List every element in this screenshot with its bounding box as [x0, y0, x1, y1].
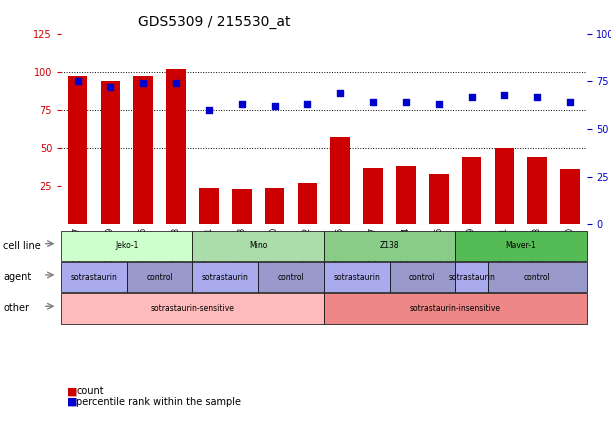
Bar	[462, 157, 481, 224]
Bar	[527, 157, 547, 224]
Text: agent: agent	[3, 272, 31, 282]
Bar	[166, 69, 186, 224]
Bar	[265, 188, 284, 224]
Point	[138, 80, 148, 87]
Bar	[100, 81, 120, 224]
Text: Maver-1: Maver-1	[505, 241, 536, 250]
Bar	[560, 169, 580, 224]
Text: sotrastaurin: sotrastaurin	[333, 272, 380, 282]
Text: Z138: Z138	[379, 241, 400, 250]
Text: cell line: cell line	[3, 241, 41, 251]
Bar	[298, 183, 317, 224]
Bar	[363, 168, 383, 224]
Bar	[331, 137, 350, 224]
Text: sotrastaurin-insensitive: sotrastaurin-insensitive	[410, 304, 500, 313]
Point	[106, 84, 115, 91]
Bar	[133, 77, 153, 224]
Text: control: control	[524, 272, 551, 282]
Point	[434, 101, 444, 108]
Text: GDS5309 / 215530_at: GDS5309 / 215530_at	[137, 15, 290, 29]
Text: control: control	[409, 272, 436, 282]
Point	[237, 101, 247, 108]
Point	[73, 78, 82, 85]
Point	[171, 80, 181, 87]
Bar	[199, 188, 219, 224]
Text: percentile rank within the sample: percentile rank within the sample	[76, 397, 241, 407]
Point	[368, 99, 378, 106]
Point	[204, 107, 214, 113]
Point	[302, 101, 312, 108]
Bar	[429, 174, 448, 224]
Point	[565, 99, 575, 106]
Bar	[68, 77, 87, 224]
Text: control: control	[277, 272, 304, 282]
Text: ■: ■	[67, 386, 78, 396]
Point	[401, 99, 411, 106]
Text: count: count	[76, 386, 104, 396]
Bar	[232, 189, 252, 224]
Text: other: other	[3, 303, 29, 313]
Text: ■: ■	[67, 397, 78, 407]
Text: Jeko-1: Jeko-1	[115, 241, 139, 250]
Point	[532, 93, 542, 100]
Point	[335, 90, 345, 96]
Bar	[396, 166, 415, 224]
Text: sotrastaurin: sotrastaurin	[202, 272, 249, 282]
Text: Mino: Mino	[249, 241, 268, 250]
Point	[467, 93, 477, 100]
Text: sotrastaurin: sotrastaurin	[448, 272, 495, 282]
Point	[500, 91, 510, 98]
Text: sotrastaurin: sotrastaurin	[70, 272, 117, 282]
Text: sotrastaurin-sensitive: sotrastaurin-sensitive	[150, 304, 235, 313]
Point	[269, 103, 279, 110]
Bar	[494, 148, 514, 224]
Text: control: control	[146, 272, 173, 282]
